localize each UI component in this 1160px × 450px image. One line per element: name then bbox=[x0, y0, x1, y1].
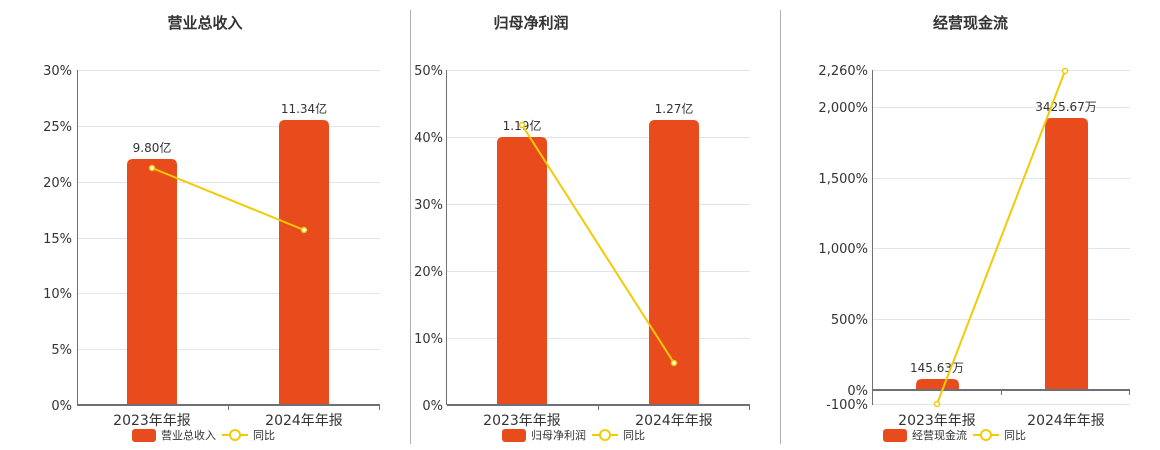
yoy-point-2024[interactable] bbox=[670, 359, 678, 367]
svg-text:1.27亿: 1.27亿 bbox=[655, 101, 694, 116]
yoy-point-2023[interactable] bbox=[518, 121, 526, 129]
svg-text:3425.67万: 3425.67万 bbox=[1035, 100, 1097, 114]
chart-panel-revenue: 营业总收入 30% 25% 20% 15% 10% 5% 0% 9.80亿 11… bbox=[0, 0, 410, 450]
svg-text:0%: 0% bbox=[422, 399, 443, 414]
panel-divider bbox=[410, 10, 411, 444]
bar-2023[interactable] bbox=[916, 379, 959, 390]
svg-text:2024年年报: 2024年年报 bbox=[265, 413, 343, 429]
svg-text:1,000%: 1,000% bbox=[818, 242, 868, 257]
grid-lines bbox=[447, 70, 750, 339]
grid-lines bbox=[77, 70, 380, 350]
yoy-point-2023[interactable] bbox=[933, 400, 941, 408]
legend-item-bar[interactable]: 经营现金流 bbox=[883, 427, 967, 443]
chart-title: 经营现金流 bbox=[932, 14, 1008, 32]
x-axis-ticks bbox=[228, 405, 380, 410]
chart-plot-operating-cash-flow: 2,260% 2,000% 1,500% 1,000% 500% 0% -100… bbox=[818, 64, 1130, 429]
bars bbox=[916, 118, 1088, 390]
y-axis-labels: 30% 25% 20% 15% 10% 5% 0% bbox=[43, 64, 72, 414]
svg-text:2024年年报: 2024年年报 bbox=[635, 413, 713, 429]
bar-swatch-icon bbox=[883, 428, 907, 442]
svg-text:2024年年报: 2024年年报 bbox=[1027, 413, 1105, 429]
bar-labels: 1.19亿 1.27亿 bbox=[503, 101, 694, 133]
svg-text:-100%: -100% bbox=[826, 398, 868, 413]
legend-item-bar[interactable]: 归母净利润 bbox=[502, 427, 586, 443]
legend: 归母净利润 同比 bbox=[502, 427, 645, 443]
bar-2024[interactable] bbox=[1045, 118, 1088, 390]
svg-text:5%: 5% bbox=[51, 343, 72, 358]
svg-text:20%: 20% bbox=[414, 265, 443, 280]
svg-text:30%: 30% bbox=[43, 64, 72, 79]
chart-title: 归母净利润 bbox=[493, 14, 569, 32]
line-marker-icon bbox=[973, 429, 999, 441]
legend-item-yoy[interactable]: 同比 bbox=[592, 427, 645, 443]
svg-text:500%: 500% bbox=[831, 313, 868, 328]
svg-text:2023年年报: 2023年年报 bbox=[898, 413, 976, 429]
bars bbox=[127, 120, 329, 405]
chart-panel-operating-cash-flow: 经营现金流 2,260% 2,000% 1,500% 1,000% 500% 0… bbox=[781, 0, 1160, 450]
y-axis-labels: 2,260% 2,000% 1,500% 1,000% 500% 0% -100… bbox=[818, 64, 868, 413]
x-axis-labels: 2023年年报 2024年年报 bbox=[898, 413, 1105, 429]
line-marker-icon bbox=[222, 429, 248, 441]
bar-2024[interactable] bbox=[279, 120, 329, 405]
svg-text:50%: 50% bbox=[414, 64, 443, 79]
legend: 经营现金流 同比 bbox=[883, 427, 1026, 443]
svg-text:145.63万: 145.63万 bbox=[910, 361, 964, 375]
yoy-point-2024[interactable] bbox=[1061, 67, 1069, 75]
yoy-line bbox=[518, 121, 678, 367]
bar-2023[interactable] bbox=[127, 159, 177, 405]
line-marker-icon bbox=[592, 429, 618, 441]
bar-swatch-icon bbox=[502, 428, 526, 442]
svg-text:9.80亿: 9.80亿 bbox=[133, 140, 172, 155]
y-axis-labels: 50% 40% 30% 20% 10% 0% bbox=[414, 64, 443, 414]
legend-item-yoy[interactable]: 同比 bbox=[973, 427, 1026, 443]
svg-text:2,000%: 2,000% bbox=[818, 101, 868, 116]
bar-swatch-icon bbox=[132, 428, 156, 442]
bar-2023[interactable] bbox=[497, 137, 547, 405]
panel-divider bbox=[780, 10, 781, 444]
chart-plot-net-profit: 50% 40% 30% 20% 10% 0% 1.19亿 1.27亿 2023年… bbox=[414, 64, 750, 429]
svg-text:1,500%: 1,500% bbox=[818, 172, 868, 187]
svg-text:20%: 20% bbox=[43, 176, 72, 191]
chart-plot-revenue: 30% 25% 20% 15% 10% 5% 0% 9.80亿 11.34亿 bbox=[43, 64, 380, 429]
svg-text:10%: 10% bbox=[414, 332, 443, 347]
yoy-point-2023[interactable] bbox=[148, 164, 156, 172]
svg-text:0%: 0% bbox=[51, 399, 72, 414]
x-axis-ticks bbox=[598, 405, 750, 410]
x-axis-labels: 2023年年报 2024年年报 bbox=[113, 413, 343, 429]
svg-text:2023年年报: 2023年年报 bbox=[483, 413, 561, 429]
x-axis-ticks bbox=[1001, 390, 1130, 395]
yoy-line bbox=[148, 164, 308, 234]
legend-item-bar[interactable]: 营业总收入 bbox=[132, 427, 216, 443]
bar-labels: 9.80亿 11.34亿 bbox=[133, 101, 328, 155]
svg-text:10%: 10% bbox=[43, 287, 72, 302]
chart-title: 营业总收入 bbox=[167, 14, 243, 32]
svg-text:30%: 30% bbox=[414, 198, 443, 213]
svg-text:11.34亿: 11.34亿 bbox=[281, 101, 327, 116]
chart-panel-net-profit: 归母净利润 50% 40% 30% 20% 10% 0% 1.19亿 1.27亿 bbox=[411, 0, 781, 450]
svg-text:2,260%: 2,260% bbox=[818, 64, 868, 79]
yoy-point-2024[interactable] bbox=[300, 226, 308, 234]
x-axis-labels: 2023年年报 2024年年报 bbox=[483, 413, 713, 429]
legend: 营业总收入 同比 bbox=[132, 427, 275, 443]
bar-2024[interactable] bbox=[649, 120, 699, 405]
legend-item-yoy[interactable]: 同比 bbox=[222, 427, 275, 443]
svg-text:0%: 0% bbox=[847, 384, 868, 399]
svg-text:2023年年报: 2023年年报 bbox=[113, 413, 191, 429]
yoy-line bbox=[933, 67, 1069, 408]
svg-text:25%: 25% bbox=[43, 120, 72, 135]
bars bbox=[497, 120, 699, 405]
svg-text:15%: 15% bbox=[43, 232, 72, 247]
svg-text:40%: 40% bbox=[414, 131, 443, 146]
